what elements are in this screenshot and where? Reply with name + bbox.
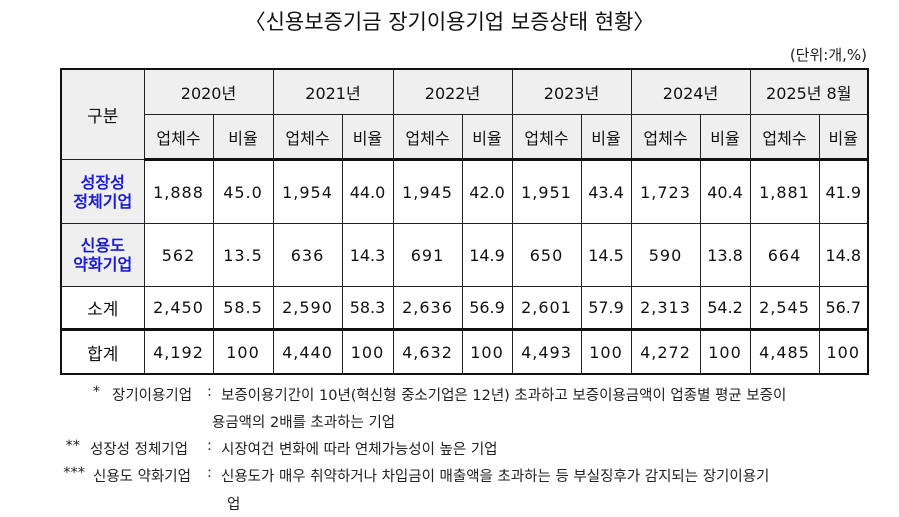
count-cell: 4,192	[143, 329, 214, 375]
footnote-term: 신용도 약화기업	[93, 469, 191, 485]
footnote-desc-cont: 업	[227, 497, 241, 513]
count-cell: 664	[749, 223, 820, 287]
ratio-cell: 43.4	[580, 159, 632, 224]
count-cell: 2,313	[630, 286, 701, 331]
header-row-years: 구분 2020년 2021년 2022년 2023년 2024년 2025년 8…	[60, 68, 869, 160]
ratio-header: 비율	[818, 114, 869, 161]
ratio-header: 비율	[212, 114, 274, 161]
count-cell: 1,954	[272, 159, 343, 224]
count-cell: 2,601	[511, 286, 582, 331]
footnote-mark: **	[65, 438, 81, 454]
footnote-mark: *	[92, 384, 100, 400]
row-label-line: 신용도	[80, 236, 125, 255]
count-cell: 1,881	[749, 159, 820, 224]
year-header: 2021년	[272, 68, 394, 115]
ratio-cell: 56.7	[818, 286, 869, 331]
guarantee-status-table: 구분 2020년 2021년 2022년 2023년 2024년 2025년 8…	[60, 68, 869, 375]
footnote-desc-cont: 용금액의 2배를 초과하는 기업	[212, 415, 396, 431]
count-cell: 4,493	[511, 329, 582, 375]
count-header: 업체수	[630, 114, 701, 161]
count-cell: 562	[143, 223, 214, 287]
count-cell: 590	[630, 223, 701, 287]
row-label-line: 약화기업	[73, 255, 133, 274]
ratio-header: 비율	[341, 114, 394, 161]
year-header: 2024년	[630, 68, 751, 115]
count-header: 업체수	[392, 114, 463, 161]
count-cell: 636	[272, 223, 343, 287]
table-row-total: 합계 4,192 100 4,440 100 4,632 100 4,493 1…	[60, 329, 869, 375]
row-label-total: 합계	[60, 329, 145, 375]
footnote-term: 성장성 정체기업	[90, 442, 188, 458]
ratio-cell: 100	[818, 329, 869, 375]
count-cell: 4,272	[630, 329, 701, 375]
ratio-cell: 45.0	[212, 159, 274, 224]
ratio-header: 비율	[580, 114, 632, 161]
count-header: 업체수	[511, 114, 582, 161]
ratio-cell: 100	[212, 329, 274, 375]
row-label-subtotal: 소계	[60, 286, 145, 331]
ratio-cell: 56.9	[461, 286, 513, 331]
corner-header: 구분	[60, 68, 145, 160]
row-label-growth-stagnant: 성장성 정체기업	[60, 159, 145, 224]
table-row-subtotal: 소계 2,450 58.5 2,590 58.3 2,636 56.9 2,60…	[60, 286, 869, 331]
year-header: 2023년	[511, 68, 632, 115]
footnote-desc: 보증이용기간이 10년(혁신형 중소기업은 12년) 초과하고 보증이용금액이 …	[221, 388, 787, 404]
year-header: 2025년 8월	[749, 68, 869, 115]
ratio-cell: 100	[699, 329, 751, 375]
ratio-cell: 58.3	[341, 286, 394, 331]
ratio-cell: 100	[580, 329, 632, 375]
table-row-credit-weakened: 신용도 약화기업 562 13.5 636 14.3 691 14.9 650 …	[60, 223, 869, 287]
table-row-growth-stagnant: 성장성 정체기업 1,888 45.0 1,954 44.0 1,945 42.…	[60, 159, 869, 224]
footnote-colon: :	[207, 465, 212, 481]
ratio-cell: 13.8	[699, 223, 751, 287]
ratio-cell: 41.9	[818, 159, 869, 224]
count-cell: 4,485	[749, 329, 820, 375]
count-cell: 650	[511, 223, 582, 287]
count-header: 업체수	[749, 114, 820, 161]
ratio-cell: 54.2	[699, 286, 751, 331]
count-cell: 4,632	[392, 329, 463, 375]
count-cell: 1,888	[143, 159, 214, 224]
ratio-cell: 44.0	[341, 159, 394, 224]
footnote-mark: ***	[63, 465, 85, 481]
ratio-cell: 40.4	[699, 159, 751, 224]
ratio-cell: 42.0	[461, 159, 513, 224]
count-cell: 4,440	[272, 329, 343, 375]
count-cell: 1,723	[630, 159, 701, 224]
count-cell: 2,450	[143, 286, 214, 331]
ratio-cell: 13.5	[212, 223, 274, 287]
row-label-credit-weakened: 신용도 약화기업	[60, 223, 145, 287]
ratio-cell: 100	[341, 329, 394, 375]
row-label-line: 정체기업	[73, 191, 133, 211]
ratio-cell: 58.5	[212, 286, 274, 331]
ratio-cell: 14.9	[461, 223, 513, 287]
count-cell: 2,545	[749, 286, 820, 331]
count-cell: 691	[392, 223, 463, 287]
ratio-cell: 57.9	[580, 286, 632, 331]
ratio-header: 비율	[699, 114, 751, 161]
ratio-cell: 14.5	[580, 223, 632, 287]
footnote-desc: 시장여건 변화에 따라 연체가능성이 높은 기업	[221, 442, 498, 458]
footnote-term: 장기이용기업	[112, 388, 193, 404]
unit-label: (단위:개,%)	[789, 46, 867, 64]
row-label-line: 성장성	[80, 172, 125, 192]
count-cell: 2,636	[392, 286, 463, 331]
footnote-colon: :	[207, 384, 212, 400]
count-cell: 1,945	[392, 159, 463, 224]
page-title: 〈신용보증기금 장기이용기업 보증상태 현황〉	[244, 10, 655, 34]
header-row-subcolumns: 업체수 비율 업체수 비율 업체수 비율 업체수 비율 업체수 비율 업체수 비…	[61, 114, 869, 161]
footnote-desc: 신용도가 매우 취약하거나 차입금이 매출액을 초과하는 등 부실징후가 감지되…	[221, 469, 770, 485]
year-header: 2022년	[392, 68, 513, 115]
count-header: 업체수	[272, 114, 343, 161]
ratio-header: 비율	[461, 114, 513, 161]
count-cell: 1,951	[511, 159, 582, 224]
year-header: 2020년	[143, 68, 274, 115]
ratio-cell: 100	[461, 329, 513, 375]
ratio-cell: 14.8	[818, 223, 869, 287]
ratio-cell: 14.3	[341, 223, 394, 287]
count-header: 업체수	[143, 114, 214, 161]
footnote-colon: :	[207, 438, 212, 454]
count-cell: 2,590	[272, 286, 343, 331]
